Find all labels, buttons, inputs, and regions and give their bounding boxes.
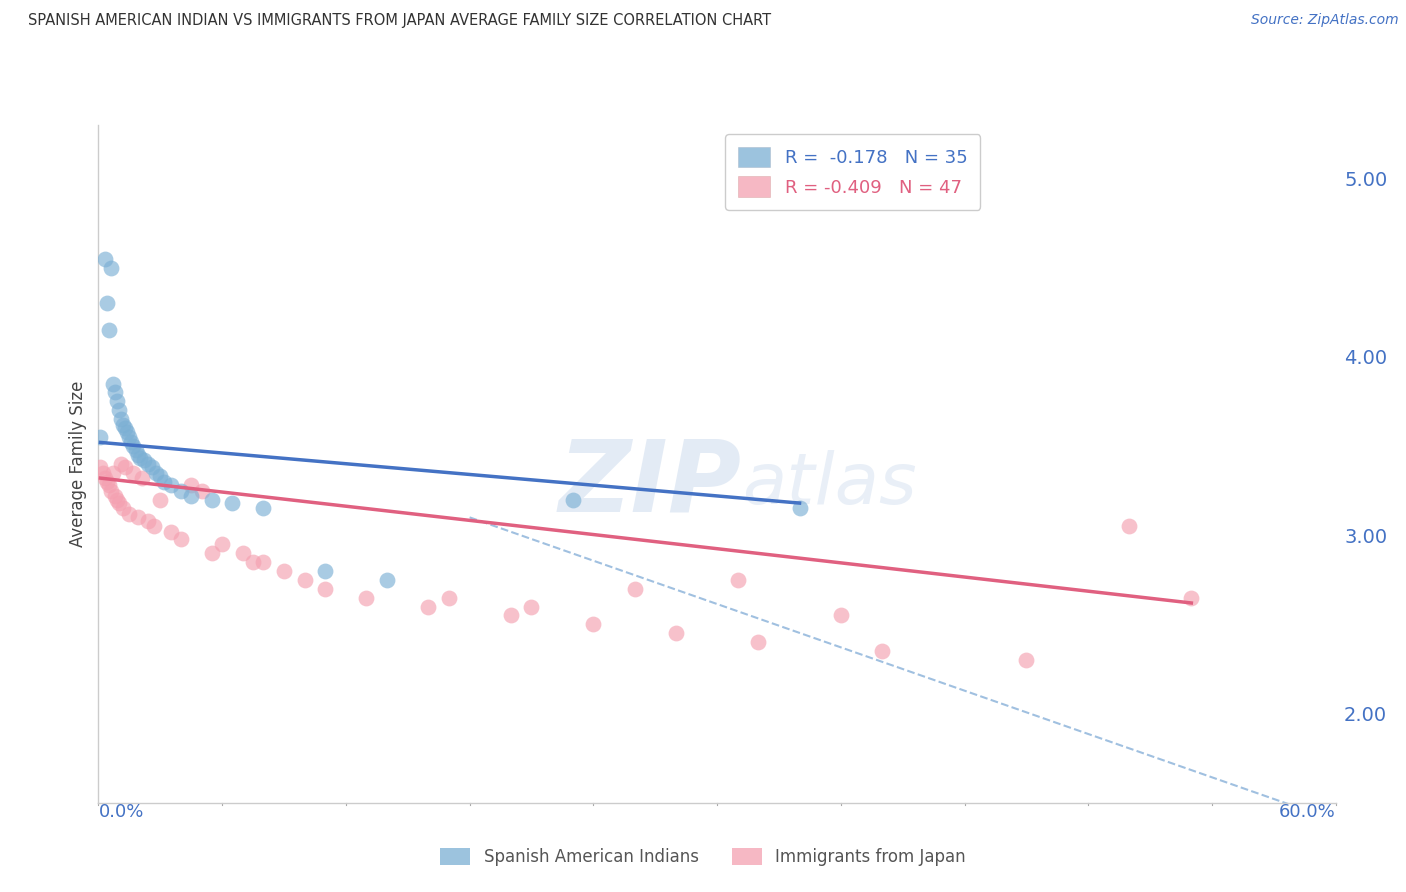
Point [520,599,543,614]
Point [132,453,155,467]
Point [114,460,136,475]
Point [180,489,202,503]
Point [104,489,127,503]
Point [727,573,749,587]
Text: 0.0%: 0.0% [98,803,143,821]
Point [211,537,233,551]
Point [149,469,172,483]
Point [96,475,118,489]
Point [159,524,181,539]
Point [112,501,135,516]
Point [252,555,274,569]
Point [89,460,111,475]
Point [870,644,893,658]
Point [120,435,142,450]
Legend: R =  -0.178   N = 35, R = -0.409   N = 47: R = -0.178 N = 35, R = -0.409 N = 47 [725,134,980,210]
Point [122,466,145,480]
Point [561,492,583,507]
Point [93,252,115,266]
Point [232,546,254,560]
Point [108,403,131,417]
Point [118,507,141,521]
Point [131,471,153,485]
Point [159,478,181,492]
Point [201,492,224,507]
Point [437,591,460,605]
Point [118,430,141,444]
Text: 60.0%: 60.0% [1279,803,1336,821]
Text: Source: ZipAtlas.com: Source: ZipAtlas.com [1251,13,1399,28]
Point [242,555,264,569]
Text: SPANISH AMERICAN INDIAN VS IMMIGRANTS FROM JAPAN AVERAGE FAMILY SIZE CORRELATION: SPANISH AMERICAN INDIAN VS IMMIGRANTS FR… [28,13,772,29]
Point [108,496,131,510]
Point [136,514,159,528]
Point [418,599,440,614]
Point [127,510,149,524]
Point [136,457,159,471]
Point [252,501,274,516]
Point [747,635,769,649]
Point [112,417,135,432]
Text: atlas: atlas [742,450,917,518]
Point [100,483,122,498]
Point [221,496,243,510]
Point [101,376,124,391]
Point [273,564,295,578]
Legend: Spanish American Indians, Immigrants from Japan: Spanish American Indians, Immigrants fro… [432,840,974,875]
Point [114,421,136,435]
Y-axis label: Average Family Size: Average Family Size [69,381,87,547]
Point [499,608,522,623]
Point [128,451,150,466]
Point [104,385,127,400]
Point [124,442,146,457]
Point [314,564,336,578]
Point [375,573,398,587]
Point [190,483,212,498]
Point [582,617,605,632]
Point [97,478,120,492]
Point [180,478,202,492]
Point [149,492,172,507]
Point [100,260,122,275]
Point [110,412,132,426]
Point [830,608,852,623]
Point [96,296,118,310]
Point [101,466,124,480]
Point [122,439,145,453]
Point [201,546,224,560]
Point [623,582,645,596]
Point [105,394,128,409]
Point [145,466,167,480]
Point [170,483,193,498]
Point [93,471,115,485]
Point [1118,519,1140,533]
Point [97,323,120,337]
Point [105,492,128,507]
Text: ZIP: ZIP [558,435,742,533]
Point [1015,653,1038,667]
Point [127,448,149,462]
Point [89,430,111,444]
Point [117,425,139,439]
Point [665,626,688,640]
Point [789,501,811,516]
Point [314,582,336,596]
Point [153,475,176,489]
Point [1180,591,1202,605]
Point [170,532,193,546]
Point [91,466,114,480]
Point [143,519,166,533]
Point [110,457,132,471]
Point [141,460,163,475]
Point [356,591,378,605]
Point [294,573,316,587]
